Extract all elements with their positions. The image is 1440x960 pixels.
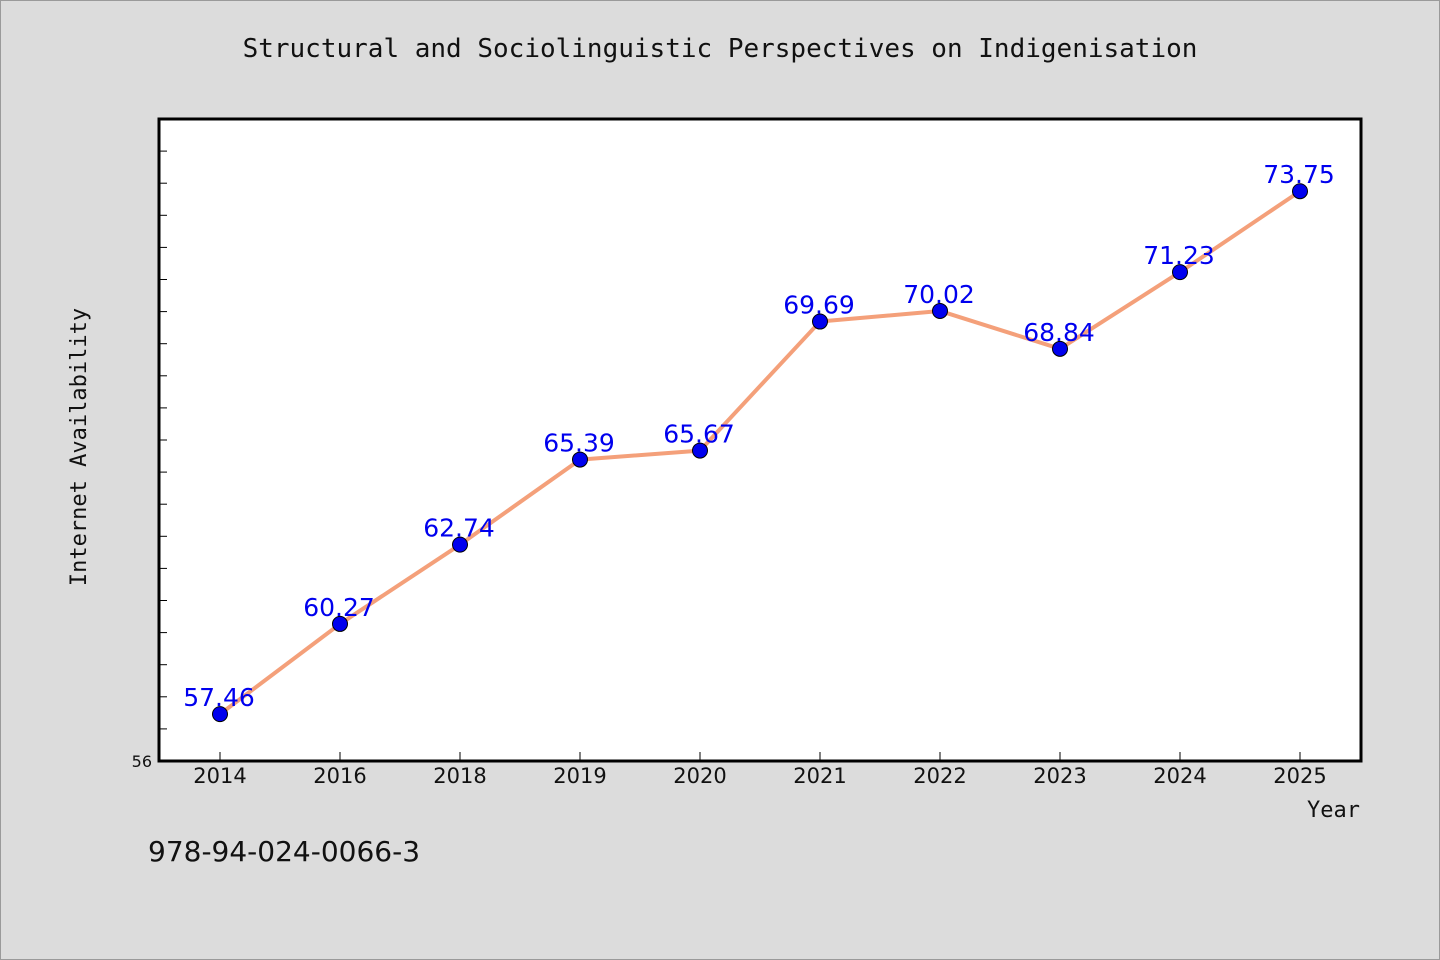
- footer-code: 978-94-024-0066-3: [148, 835, 421, 868]
- data-point: [1292, 183, 1308, 200]
- x-tick-label: 2019: [553, 764, 606, 788]
- data-point: [332, 615, 348, 632]
- data-point: [212, 706, 228, 723]
- data-point: [692, 442, 708, 459]
- data-point: [1172, 264, 1188, 281]
- x-axis-ticks: 2014 2016 2018 2019 2020 2021 2022 2023 2024 2025: [193, 752, 1327, 788]
- data-label: 73.75: [1263, 160, 1335, 189]
- data-point: [452, 536, 468, 553]
- data-label: 60.27: [303, 593, 375, 622]
- x-tick-label: 2024: [1153, 764, 1206, 788]
- data-label: 65.39: [543, 429, 615, 458]
- y-tick-label: 56: [132, 752, 152, 771]
- data-point: [1052, 340, 1068, 357]
- x-tick-label: 2020: [673, 764, 726, 788]
- data-label: 57.46: [183, 683, 255, 712]
- data-label: 71.23: [1143, 241, 1215, 270]
- data-point: [572, 451, 588, 468]
- x-axis-label: Year: [1307, 798, 1360, 823]
- series-layer: 57.46 60.27 62.74 65.39 65.67 69.69 70.02 68.84…: [183, 160, 1335, 723]
- x-tick-label: 2014: [193, 764, 246, 788]
- data-label: 69.69: [783, 291, 855, 320]
- y-axis-ticks: 56: [132, 150, 167, 771]
- data-label: 70.02: [903, 280, 975, 309]
- x-tick-label: 2023: [1033, 764, 1086, 788]
- x-tick-label: 2022: [913, 764, 966, 788]
- plot-area: [157, 117, 1363, 763]
- x-tick-label: 2018: [433, 764, 486, 788]
- data-point: [932, 302, 948, 319]
- y-axis-label: Internet Availability: [67, 308, 92, 586]
- chart-title: Structural and Sociolinguistic Perspecti…: [242, 34, 1198, 64]
- data-label: 65.67: [663, 420, 735, 449]
- x-tick-label: 2016: [313, 764, 366, 788]
- data-label: 62.74: [423, 514, 495, 543]
- data-point: [812, 313, 828, 330]
- data-label: 68.84: [1023, 318, 1095, 347]
- x-tick-label: 2021: [793, 764, 846, 788]
- series-line: [218, 189, 1302, 716]
- x-tick-label: 2025: [1273, 764, 1326, 788]
